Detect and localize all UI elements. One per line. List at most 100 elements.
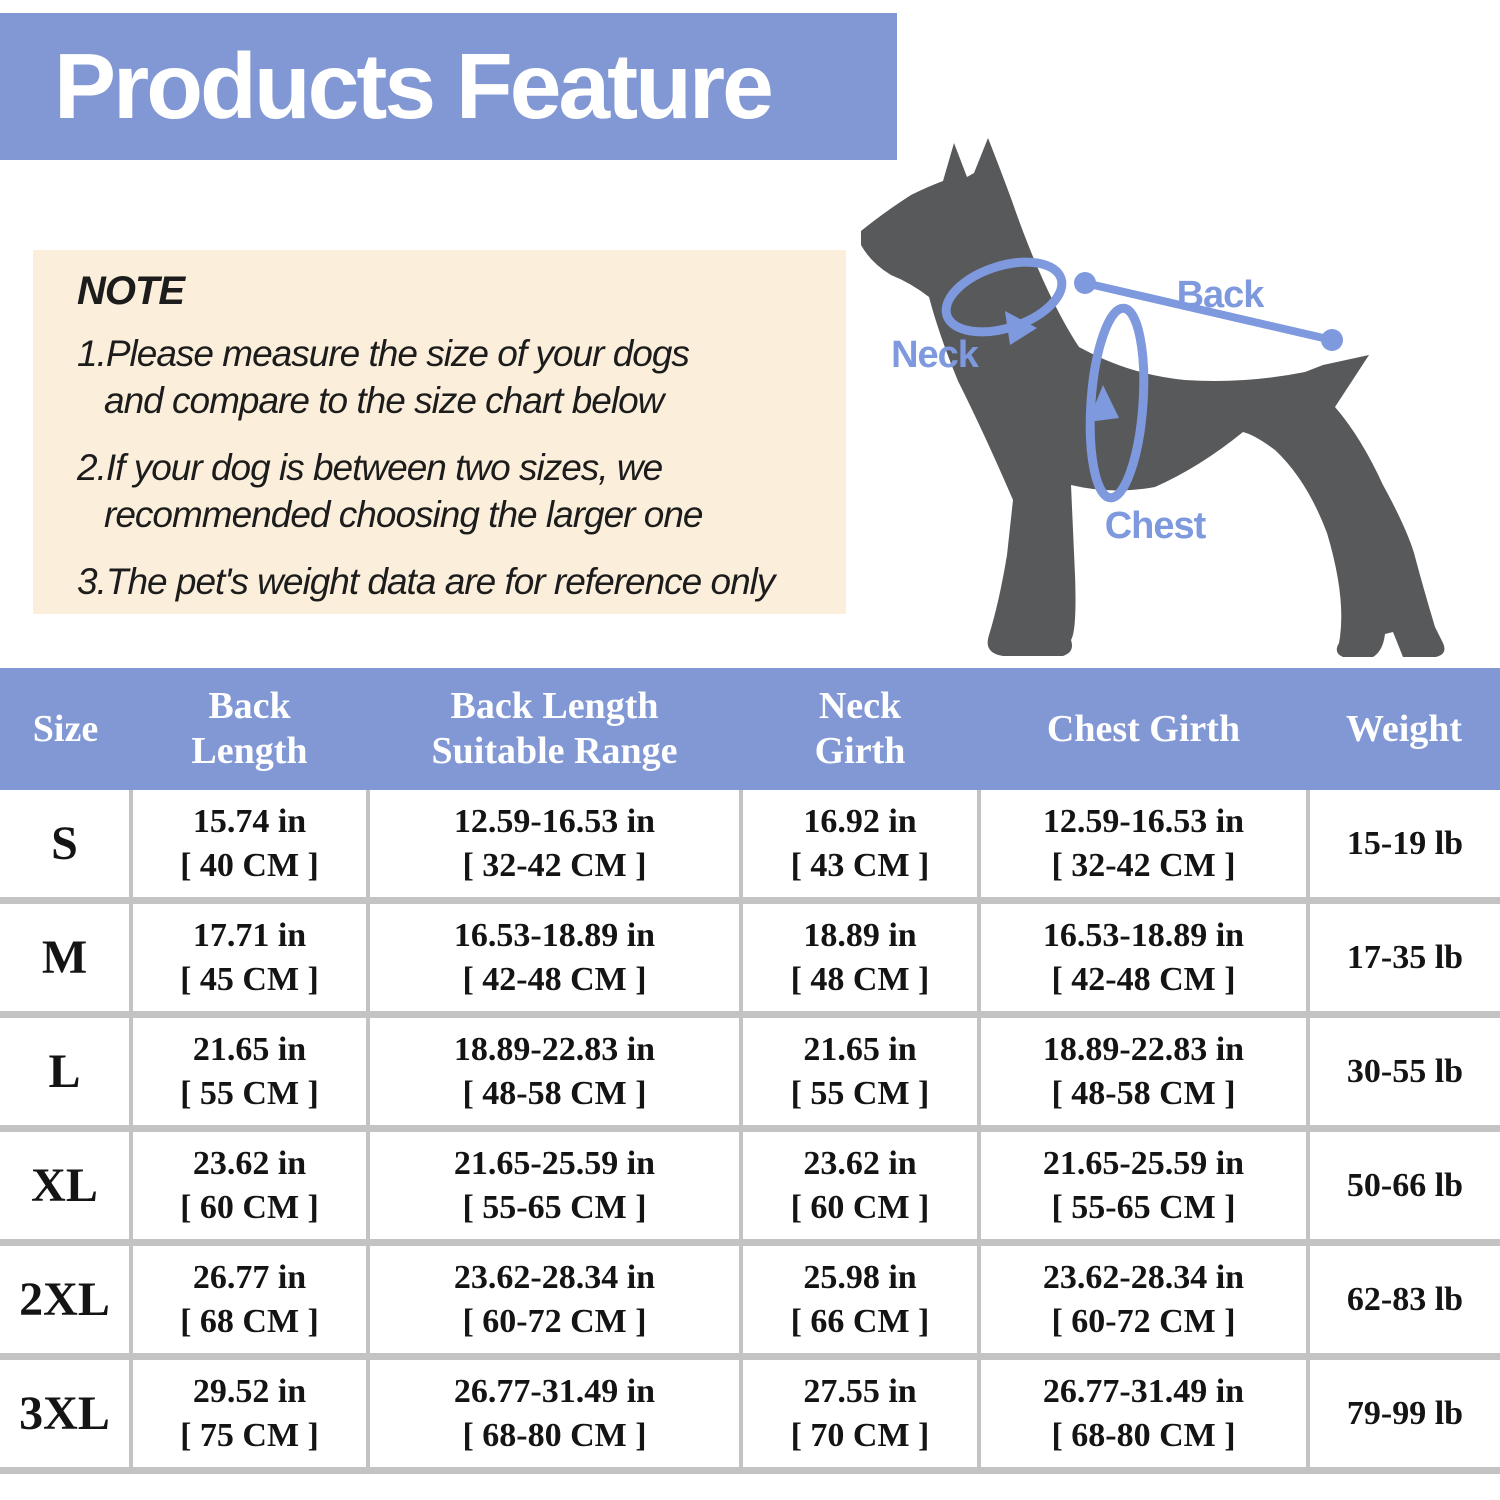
measurement-cell: 18.89-22.83 in [ 48-58 CM ] <box>977 1014 1308 1132</box>
measurement-line: [ 68 CM ] <box>180 1302 319 1340</box>
size-chart-body: S 15.74 in [ 40 CM ] 12.59-16.53 in [ 32-42 … <box>0 790 1500 1474</box>
measurement-line: 27.55 in <box>803 1372 917 1410</box>
measurement-line: 23.62 in <box>803 1144 917 1182</box>
measurement-cell: 23.62 in [ 60 CM ] <box>129 1128 368 1246</box>
measurement-line: 23.62 in <box>192 1144 307 1182</box>
table-row: M 17.71 in [ 45 CM ] 16.53-18.89 in [ 42-48 … <box>0 900 1500 1018</box>
measurement-cell: 25.98 in [ 66 CM ] <box>739 1242 979 1360</box>
measurement-cell: 26.77-31.49 in [ 68-80 CM ] <box>977 1356 1308 1474</box>
chest-measure-label: Chest <box>1104 505 1207 547</box>
measurement-line: [ 55-65 CM ] <box>1051 1188 1236 1226</box>
measurement-cell: 30-55 lb <box>1306 1014 1500 1132</box>
measurement-line: 17-35 lb <box>1346 938 1464 976</box>
note-item-1-line-2: and compare to the size chart below <box>104 380 664 421</box>
measurement-line: [ 60 CM ] <box>790 1188 930 1226</box>
measurement-line: 25.98 in <box>803 1258 917 1296</box>
measurement-line: 50-66 lb <box>1346 1166 1464 1204</box>
measurement-line: [ 42-48 CM ] <box>462 960 647 998</box>
size-label: S <box>0 790 131 904</box>
header-cell-back-length-range: Back Length Suitable Range <box>368 668 741 790</box>
header-cell-neck-girth: Neck Girth <box>741 668 979 790</box>
measurement-line: 12.59-16.53 in <box>453 802 656 840</box>
measurement-cell: 27.55 in [ 70 CM ] <box>739 1356 979 1474</box>
measurement-cell: 15.74 in [ 40 CM ] <box>129 790 368 904</box>
back-line-end-dot-icon <box>1321 329 1343 351</box>
header-cell-weight: Weight <box>1308 668 1500 790</box>
measurement-cell: 23.62-28.34 in [ 60-72 CM ] <box>366 1242 741 1360</box>
table-row: 3XL 29.52 in [ 75 CM ] 26.77-31.49 in [ 68-8… <box>0 1356 1500 1474</box>
measurement-line: 17.71 in <box>192 916 307 954</box>
measurement-line: 26.77-31.49 in <box>453 1372 656 1410</box>
page-title: Products Feature <box>54 34 774 138</box>
measurement-line: [ 66 CM ] <box>790 1302 930 1340</box>
measurement-cell: 18.89-22.83 in [ 48-58 CM ] <box>366 1014 741 1132</box>
chest-arrowhead-icon <box>1088 385 1119 422</box>
header-cell-size: Size <box>0 668 131 790</box>
measurement-line: [ 70 CM ] <box>790 1416 930 1454</box>
size-chart-table: Size Back Length Back Length Suitable Ra… <box>0 668 1500 1474</box>
measurement-line: [ 60-72 CM ] <box>1051 1302 1236 1340</box>
measurement-line: [ 32-42 CM ] <box>1051 846 1236 884</box>
measurement-line: [ 48-58 CM ] <box>1051 1074 1236 1112</box>
measurement-cell: 26.77 in [ 68 CM ] <box>129 1242 368 1360</box>
measurement-cell: 12.59-16.53 in [ 32-42 CM ] <box>977 790 1308 904</box>
size-label: M <box>0 900 131 1018</box>
chest-girth-ellipse-icon <box>1085 303 1149 503</box>
note-item-3-line-1: 3.The pet's weight data are for referenc… <box>77 561 775 602</box>
measurement-line: [ 48 CM ] <box>790 960 930 998</box>
back-measure-label: Back <box>1176 274 1265 316</box>
note-item-1: 1.Please measure the size of your dogs a… <box>77 330 838 424</box>
measurement-cell: 62-83 lb <box>1306 1242 1500 1360</box>
measurement-line: [ 42-48 CM ] <box>1051 960 1236 998</box>
measurement-line: 18.89 in <box>803 916 917 954</box>
measurement-cell: 50-66 lb <box>1306 1128 1500 1246</box>
measurement-line: [ 43 CM ] <box>790 846 930 884</box>
measurement-line: 21.65 in <box>192 1030 307 1068</box>
measurement-cell: 16.92 in [ 43 CM ] <box>739 790 979 904</box>
measurement-line: 21.65 in <box>803 1030 917 1068</box>
measurement-line: 15-19 lb <box>1346 824 1464 862</box>
header-row: Size Back Length Back Length Suitable Ra… <box>0 668 1500 790</box>
neck-measure-label: Neck <box>891 334 979 376</box>
measurement-cell: 21.65 in [ 55 CM ] <box>129 1014 368 1132</box>
note-item-2-line-2: recommended choosing the larger one <box>104 494 704 535</box>
measurement-line: 29.52 in <box>192 1372 307 1410</box>
note-item-3: 3.The pet's weight data are for referenc… <box>77 558 838 605</box>
measurement-cell: 18.89 in [ 48 CM ] <box>739 900 979 1018</box>
size-chart-header: Size Back Length Back Length Suitable Ra… <box>0 668 1500 790</box>
measurement-line: [ 45 CM ] <box>180 960 319 998</box>
measurement-line: [ 68-80 CM ] <box>462 1416 647 1454</box>
measurement-line: 30-55 lb <box>1346 1052 1464 1090</box>
note-item-2: 2.If your dog is between two sizes, we r… <box>77 444 838 538</box>
size-label: L <box>0 1014 131 1132</box>
measurement-line: 16.53-18.89 in <box>453 916 656 954</box>
measurement-line: [ 75 CM ] <box>180 1416 319 1454</box>
measurement-line: [ 60-72 CM ] <box>462 1302 647 1340</box>
note-item-1-line-1: 1.Please measure the size of your dogs <box>77 333 690 374</box>
header-cell-back-length: Back Length <box>131 668 368 790</box>
measurement-line: 12.59-16.53 in <box>1042 802 1245 840</box>
table-row: L 21.65 in [ 55 CM ] 18.89-22.83 in [ 48-58 … <box>0 1014 1500 1132</box>
measurement-line: 23.62-28.34 in <box>453 1258 656 1296</box>
measurement-line: [ 32-42 CM ] <box>462 846 647 884</box>
back-line-start-dot-icon <box>1074 272 1096 294</box>
measurement-line: 26.77 in <box>192 1258 307 1296</box>
header-cell-chest-girth: Chest Girth <box>979 668 1308 790</box>
measurement-cell: 21.65-25.59 in [ 55-65 CM ] <box>366 1128 741 1246</box>
note-box: NOTE 1.Please measure the size of your d… <box>33 250 846 614</box>
measurement-line: 79-99 lb <box>1346 1394 1464 1432</box>
measurement-cell: 79-99 lb <box>1306 1356 1500 1474</box>
table-row: S 15.74 in [ 40 CM ] 12.59-16.53 in [ 32-42 … <box>0 790 1500 904</box>
measurement-cell: 16.53-18.89 in [ 42-48 CM ] <box>366 900 741 1018</box>
measurement-line: [ 40 CM ] <box>180 846 319 884</box>
doberman-dog-silhouette-icon <box>861 138 1445 657</box>
measurement-cell: 29.52 in [ 75 CM ] <box>129 1356 368 1474</box>
measurement-cell: 17.71 in [ 45 CM ] <box>129 900 368 1018</box>
size-label: 2XL <box>0 1242 131 1360</box>
measurement-line: 26.77-31.49 in <box>1042 1372 1245 1410</box>
measurement-line: 21.65-25.59 in <box>1042 1144 1245 1182</box>
measurement-cell: 26.77-31.49 in [ 68-80 CM ] <box>366 1356 741 1474</box>
measurement-line: 16.53-18.89 in <box>1042 916 1245 954</box>
measurement-cell: 12.59-16.53 in [ 32-42 CM ] <box>366 790 741 904</box>
note-heading: NOTE <box>77 269 185 313</box>
